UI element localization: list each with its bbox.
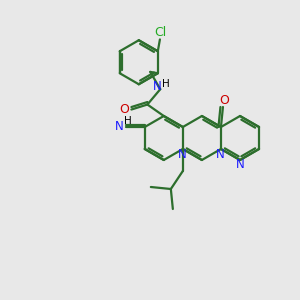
Text: O: O (219, 94, 229, 106)
Text: N: N (116, 119, 124, 133)
Text: N: N (236, 158, 244, 172)
Text: N: N (178, 148, 186, 160)
Text: H: H (124, 116, 132, 126)
Text: N: N (153, 80, 162, 93)
Text: N: N (216, 148, 224, 160)
Text: H: H (162, 79, 170, 89)
Text: O: O (119, 103, 129, 116)
Text: Cl: Cl (154, 26, 166, 39)
